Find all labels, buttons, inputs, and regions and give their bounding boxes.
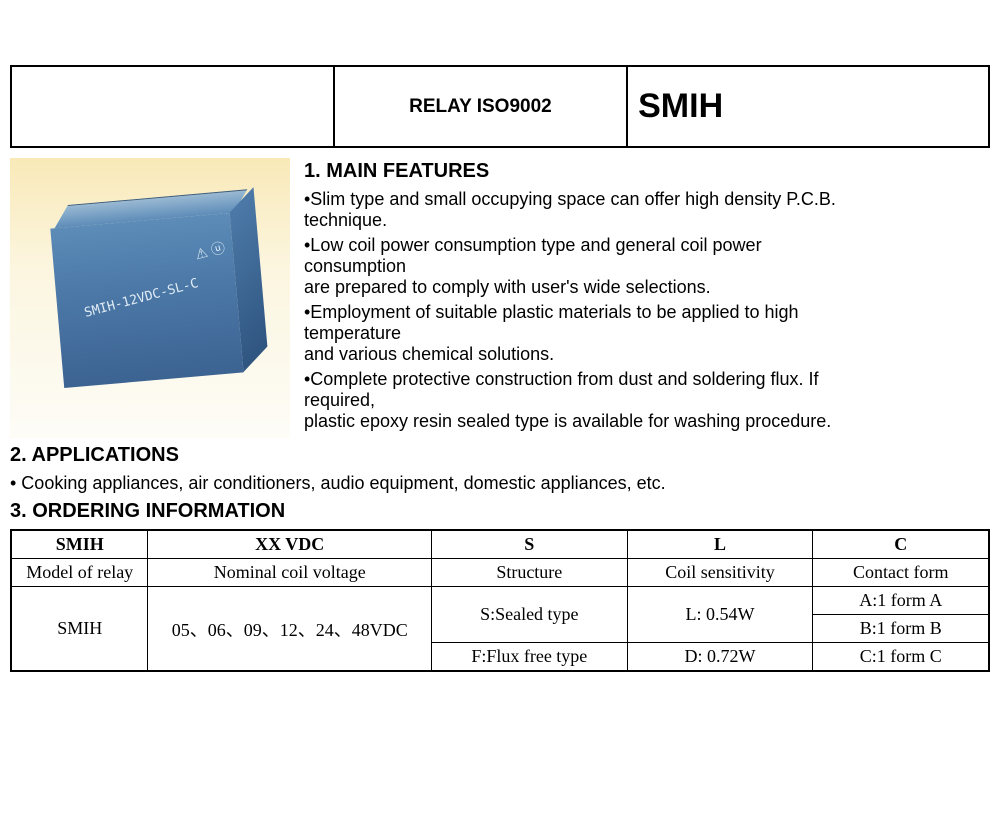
feature-text: and various chemical solutions. [304,344,554,364]
feature-text: consumption [304,256,406,276]
table-subheader: Structure [432,559,628,587]
cell-structure-f: F:Flux free type [432,643,628,672]
feature-text: plastic epoxy resin sealed type is avail… [304,411,831,431]
cell-sensitivity-d: D: 0.72W [627,643,813,672]
table-subheader: Model of relay [11,559,148,587]
feature-text: required, [304,390,375,410]
table-header: SMIH [11,530,148,559]
feature-bullet: •Employment of suitable plastic material… [304,302,990,365]
feature-text: •Employment of suitable plastic material… [304,302,799,322]
relay-part-number: SMIH-12VDC-SL-C [83,276,200,321]
table-row: SMIH XX VDC S L C [11,530,989,559]
table-header: L [627,530,813,559]
cell-contact-a: A:1 form A [813,587,989,615]
table-subheader: Coil sensitivity [627,559,813,587]
header-cell-brand: SMIH [627,66,989,147]
cell-structure-s: S:Sealed type [432,587,628,643]
feature-text: technique. [304,210,387,230]
relay-cert-icons: ⚠ ⓤ [192,237,227,264]
applications-text: • Cooking appliances, air conditioners, … [10,473,990,494]
applications-section: 2. APPLICATIONS • Cooking appliances, ai… [10,444,990,494]
table-header: C [813,530,989,559]
feature-text: are prepared to comply with user's wide … [304,277,711,297]
section-title-features: 1. MAIN FEATURES [304,160,990,183]
table-row: Model of relay Nominal coil voltage Stru… [11,559,989,587]
feature-bullet: •Complete protective construction from d… [304,369,990,432]
header-cell-relay: RELAY ISO9002 [334,66,627,147]
section-title-applications: 2. APPLICATIONS [10,444,990,467]
ordering-section: 3. ORDERING INFORMATION SMIH XX VDC S L … [10,500,990,672]
table-subheader: Contact form [813,559,989,587]
cell-contact-b: B:1 form B [813,615,989,643]
cell-voltages: 05、06、09、12、24、48VDC [148,587,432,672]
content-row: ⚠ ⓤ SMIH-12VDC-SL-C 1. MAIN FEATURES •Sl… [10,158,990,438]
table-header: XX VDC [148,530,432,559]
cell-sensitivity-l: L: 0.54W [627,587,813,643]
ordering-table: SMIH XX VDC S L C Model of relay Nominal… [10,529,990,672]
table-header: S [432,530,628,559]
section-title-ordering: 3. ORDERING INFORMATION [10,500,990,523]
feature-text: •Low coil power consumption type and gen… [304,235,762,255]
table-subheader: Nominal coil voltage [148,559,432,587]
header-banner: RELAY ISO9002 SMIH [10,65,990,148]
feature-bullet: •Slim type and small occupying space can… [304,189,990,231]
cell-contact-c: C:1 form C [813,643,989,672]
feature-bullet: •Low coil power consumption type and gen… [304,235,990,298]
header-cell-empty [11,66,334,147]
feature-text: •Slim type and small occupying space can… [304,189,836,209]
cell-model: SMIH [11,587,148,672]
main-features-section: 1. MAIN FEATURES •Slim type and small oc… [304,158,990,438]
product-image: ⚠ ⓤ SMIH-12VDC-SL-C [10,158,290,438]
feature-text: •Complete protective construction from d… [304,369,819,389]
table-row: SMIH 05、06、09、12、24、48VDC S:Sealed type … [11,587,989,615]
feature-text: temperature [304,323,401,343]
